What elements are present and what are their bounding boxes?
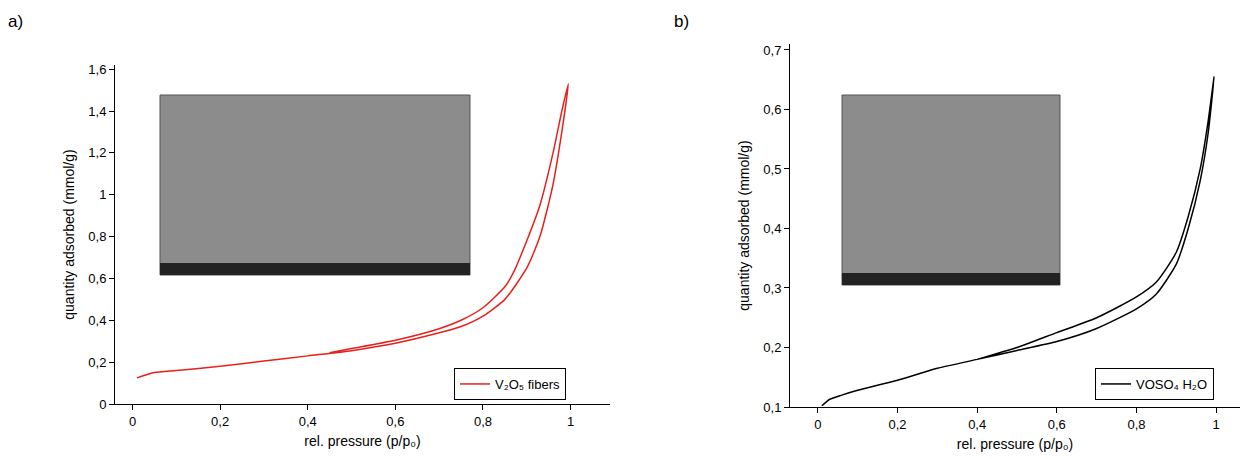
svg-text:0,4: 0,4	[763, 221, 781, 236]
svg-text:V₂O₅ fibers: V₂O₅ fibers	[495, 377, 560, 392]
svg-text:0,2: 0,2	[763, 340, 781, 355]
svg-text:rel. pressure (p/p₀): rel. pressure (p/p₀)	[304, 433, 420, 449]
svg-text:1: 1	[99, 187, 106, 202]
svg-text:quantity adsorbed (mmol/g): quantity adsorbed (mmol/g)	[736, 140, 752, 310]
svg-text:0: 0	[814, 417, 821, 432]
svg-text:0,8: 0,8	[1127, 417, 1145, 432]
svg-text:0,6: 0,6	[88, 271, 106, 286]
svg-text:quantity adsorbed (mmol/g): quantity adsorbed (mmol/g)	[61, 149, 77, 319]
svg-text:0,4: 0,4	[968, 417, 986, 432]
svg-text:b): b)	[674, 12, 689, 31]
svg-text:0: 0	[129, 414, 136, 429]
svg-text:1,6: 1,6	[88, 62, 106, 77]
svg-text:0: 0	[99, 397, 106, 412]
svg-text:0,7: 0,7	[763, 43, 781, 58]
svg-text:VOSO₄ H₂O: VOSO₄ H₂O	[1136, 377, 1207, 392]
svg-text:0,8: 0,8	[88, 229, 106, 244]
svg-text:0,4: 0,4	[299, 414, 317, 429]
svg-text:0,2: 0,2	[88, 355, 106, 370]
svg-text:0,6: 0,6	[386, 414, 404, 429]
svg-text:1,2: 1,2	[88, 145, 106, 160]
svg-text:0,6: 0,6	[763, 102, 781, 117]
svg-text:0,3: 0,3	[763, 281, 781, 296]
svg-text:0,4: 0,4	[88, 313, 106, 328]
svg-text:1,4: 1,4	[88, 104, 106, 119]
svg-text:1: 1	[567, 414, 574, 429]
svg-text:0,6: 0,6	[1048, 417, 1066, 432]
svg-text:0,2: 0,2	[888, 417, 906, 432]
svg-text:a): a)	[8, 12, 23, 31]
svg-text:0,2: 0,2	[211, 414, 229, 429]
svg-text:0,1: 0,1	[763, 400, 781, 415]
svg-text:0,8: 0,8	[474, 414, 492, 429]
svg-text:0,5: 0,5	[763, 162, 781, 177]
svg-text:1: 1	[1212, 417, 1219, 432]
svg-text:rel. pressure (p/p₀): rel. pressure (p/p₀)	[957, 436, 1073, 452]
